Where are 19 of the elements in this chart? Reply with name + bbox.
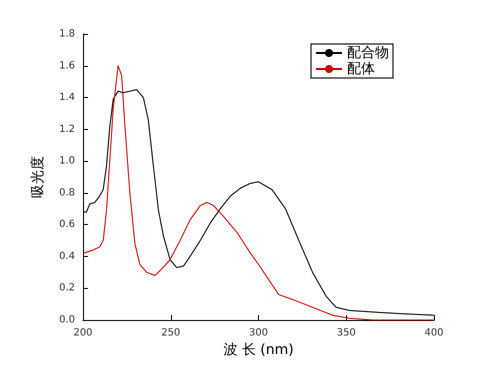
y-tick-label: 1.4 xyxy=(59,92,75,104)
x-tick-label: 200 xyxy=(73,328,93,338)
x-axis-title: 波 长 (nm) xyxy=(223,342,294,358)
y-tick-label: 1.2 xyxy=(59,124,75,135)
y-tick-label: 1.8 xyxy=(59,28,75,40)
y-axis-title: 吸光度 xyxy=(30,156,46,198)
y-tick-label: 0.6 xyxy=(59,219,75,230)
x-tick-label: 350 xyxy=(336,328,356,338)
y-tick-label: 0.4 xyxy=(59,250,75,262)
y-tick-label: 0.0 xyxy=(59,314,75,326)
legend-label: 配合物 xyxy=(347,45,389,61)
y-tick-label: 1.6 xyxy=(59,60,75,72)
y-tick-label: 1.0 xyxy=(59,156,75,167)
x-tick-label: 250 xyxy=(161,328,180,338)
x-tick-label: 400 xyxy=(424,328,444,338)
y-tick-label: 0.2 xyxy=(59,282,75,294)
x-tick-label: 300 xyxy=(248,328,268,338)
y-tick-label: 0.8 xyxy=(59,187,75,198)
legend-label: 配体 xyxy=(347,61,375,77)
